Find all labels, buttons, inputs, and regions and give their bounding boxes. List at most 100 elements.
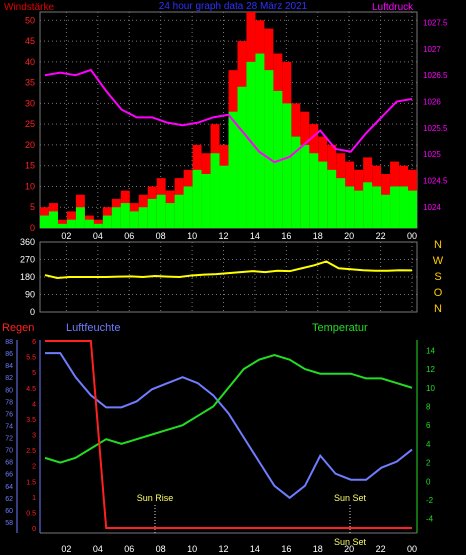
wind-y-tick-label: 15 (25, 161, 35, 171)
humidity-y-tick-label: 66 (5, 472, 13, 479)
wind-x-tick-label: 18 (313, 231, 323, 241)
wind-avg-bar (102, 215, 112, 228)
pressure-y-tick-label: 1024 (423, 203, 441, 212)
humidity-y-tick-label: 88 (5, 339, 13, 346)
wind-x-tick-label: 10 (187, 231, 197, 241)
humidity-y-tick-label: 62 (5, 496, 13, 503)
wind-avg-bar (201, 174, 211, 228)
pressure-y-axis-ticks: 1027.5 1027 1026.5 1026 1025.5 1025 1024.5 1024 (423, 19, 448, 212)
rain-y-tick-label: 4 (32, 401, 36, 408)
wind-avg-bar (408, 190, 417, 228)
wind-avg-bar (390, 186, 400, 228)
wind-avg-bar (210, 153, 220, 228)
rain-y-tick-label: 0.5 (26, 510, 36, 517)
wind-x-tick-label: 22 (376, 231, 386, 241)
rain-x-tick-label: 08 (156, 544, 166, 554)
humidity-y-tick-label: 80 (5, 387, 13, 394)
humidity-title: Luftfeuchte (66, 322, 120, 334)
direction-y-tick-label: 360 (20, 237, 35, 247)
rain-x-tick-label: 18 (313, 544, 323, 554)
humidity-y-tick-label: 70 (5, 448, 13, 455)
wind-avg-bar (336, 178, 346, 228)
pressure-y-tick-label: 1024.5 (423, 177, 448, 186)
temperature-y-tick-label: 12 (426, 365, 435, 374)
rain-y-tick-label: 4.5 (26, 386, 36, 393)
wind-x-tick-label: 14 (250, 231, 260, 241)
compass-label: W (433, 255, 444, 267)
direction-y-tick-label: 270 (20, 255, 35, 265)
humidity-y-tick-label: 86 (5, 351, 13, 358)
humidity-y-tick-label: 72 (5, 436, 13, 443)
compass-label: O (434, 287, 443, 299)
wind-y-tick-label: 20 (25, 140, 35, 150)
rain-x-tick-label: 02 (61, 544, 71, 554)
pressure-title: Luftdruck (372, 2, 414, 13)
rain-x-tick-label: 20 (344, 544, 354, 554)
wind-avg-bar (309, 153, 319, 228)
temperature-y-tick-label: -2 (426, 496, 434, 505)
temperature-y-tick-label: 10 (426, 384, 435, 393)
rain-y-tick-label: 3.5 (26, 417, 36, 424)
wind-y-axis-ticks: 0 5 10 15 20 25 30 35 40 45 50 (25, 15, 35, 233)
wind-avg-bar (165, 203, 175, 228)
rain-x-tick-label: 16 (281, 544, 291, 554)
humidity-y-tick-label: 76 (5, 411, 13, 418)
wind-x-tick-label: 02 (61, 231, 71, 241)
pressure-y-tick-label: 1025.5 (423, 124, 448, 133)
wind-y-tick-label: 45 (25, 36, 35, 46)
rain-y-tick-label: 5.5 (26, 355, 36, 362)
temperature-y-tick-label: 14 (426, 346, 435, 355)
wind-avg-bar (237, 86, 247, 229)
pressure-line (44, 68, 413, 164)
wind-avg-bar (228, 111, 238, 228)
rain-y-tick-label: 2.5 (26, 448, 36, 455)
wind-y-tick-label: 40 (25, 57, 35, 67)
temperature-y-tick-label: 0 (426, 477, 431, 486)
wind-x-tick-label: 08 (156, 231, 166, 241)
wind-title: Windstärke (4, 2, 54, 13)
compass-label: S (434, 271, 441, 283)
rain-x-tick-label: 14 (250, 544, 260, 554)
temperature-line (44, 353, 413, 464)
wind-avg-bar (354, 190, 364, 228)
compass-label: N (434, 303, 442, 315)
wind-y-tick-label: 5 (30, 202, 35, 212)
rain-title: Regen (2, 322, 34, 334)
wind-avg-bar (75, 207, 85, 228)
rain-x-tick-label: 22 (376, 544, 386, 554)
wind-y-tick-label: 35 (25, 78, 35, 88)
period-title: 24 hour graph data 28 März 2021 (159, 1, 308, 12)
wind-avg-bar (219, 165, 229, 228)
wind-avg-bar (300, 144, 310, 228)
temperature-title: Temperatur (312, 322, 368, 334)
pressure-y-tick-label: 1026.5 (423, 71, 448, 80)
wind-avg-bar (318, 161, 328, 228)
humidity-line (45, 352, 413, 500)
wind-avg-bar (129, 211, 139, 228)
rain-y-tick-label: 3 (32, 433, 36, 440)
wind-x-axis-ticks: 02 04 06 08 10 12 14 16 18 20 22 00 (61, 231, 417, 241)
wind-avg-bar (138, 207, 148, 228)
wind-avg-bar (192, 169, 202, 228)
wind-x-tick-label: 00 (407, 231, 417, 241)
wind-avg-bar (381, 194, 391, 228)
wind-avg-bar (291, 136, 301, 228)
rain-y-tick-label: 2 (32, 464, 36, 471)
wind-avg-bar (255, 53, 265, 229)
wind-y-tick-label: 50 (25, 15, 35, 25)
temperature-y-tick-label: 2 (426, 459, 431, 468)
wind-avg-bar (57, 223, 67, 228)
direction-y-tick-label: 0 (30, 307, 35, 317)
rain-x-tick-label: 04 (93, 544, 103, 554)
wind-avg-bar (327, 169, 337, 228)
rain-y-tick-label: 1 (32, 495, 36, 502)
direction-y-tick-label: 180 (20, 272, 35, 282)
wind-x-tick-label: 06 (124, 231, 134, 241)
wind-x-tick-label: 04 (93, 231, 103, 241)
wind-avg-bar (363, 182, 373, 228)
sunset-label: Sun Set (334, 493, 367, 503)
wind-avg-bar (111, 207, 121, 228)
wind-y-tick-label: 25 (25, 119, 35, 129)
pressure-y-tick-label: 1027 (423, 45, 441, 54)
rain-y-axis-ticks: 6 5.5 5 4.5 4 3.5 3 2.5 2 1.5 1 0.5 0 (26, 339, 36, 533)
